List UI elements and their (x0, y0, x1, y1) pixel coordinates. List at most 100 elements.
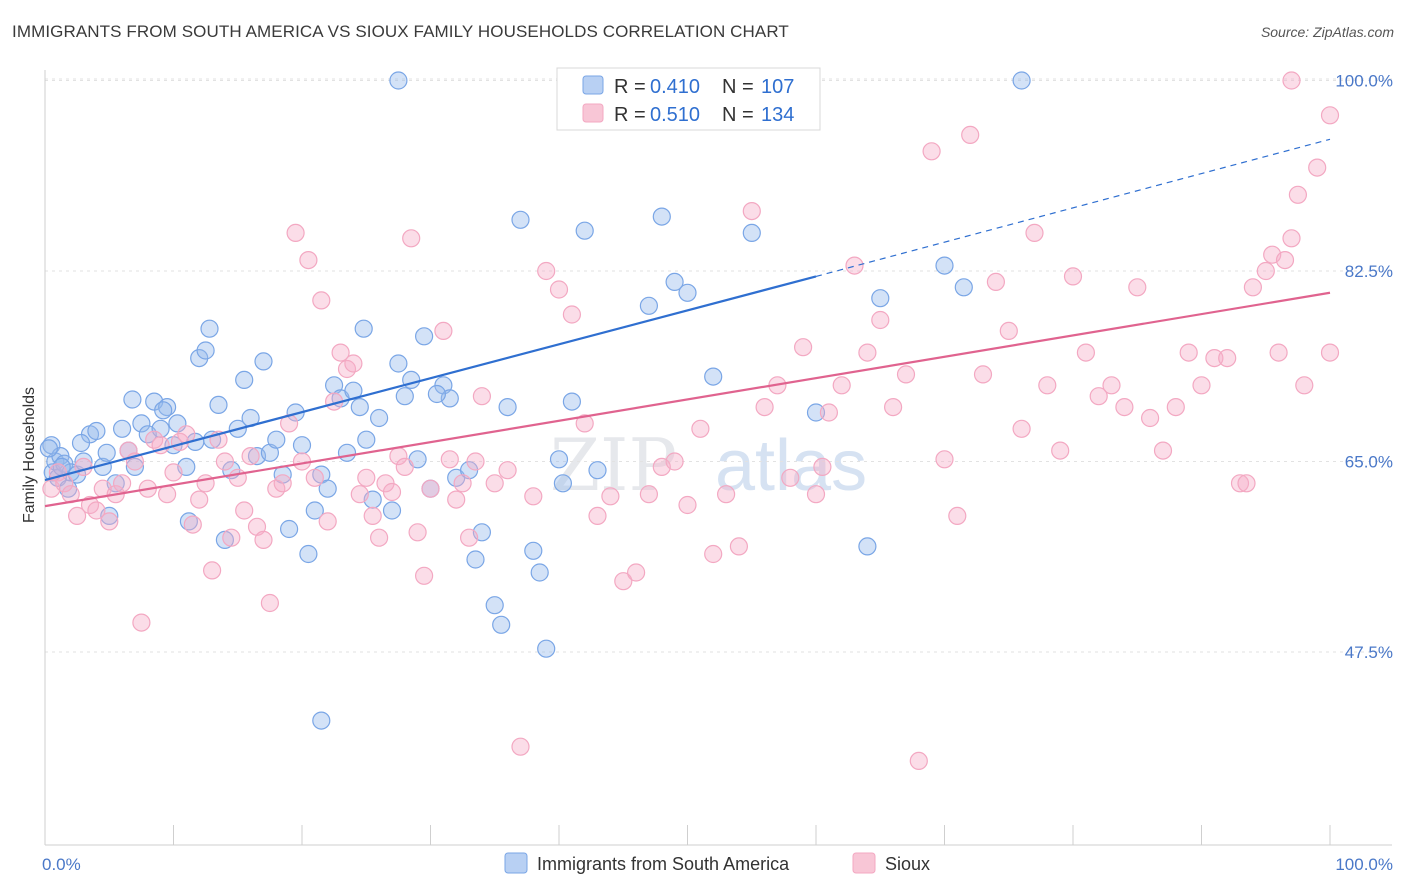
point-sioux (614, 572, 633, 591)
point-south-america (553, 474, 573, 493)
point-south-america (511, 210, 530, 229)
point-sioux (395, 457, 414, 476)
point-sioux (1140, 408, 1160, 428)
x-tick-label-max: 100.0% (1335, 855, 1393, 874)
point-south-america (267, 430, 286, 449)
point-sioux (363, 506, 382, 526)
point-sioux (871, 310, 890, 330)
point-south-america (97, 443, 116, 462)
point-sioux (228, 468, 247, 487)
watermark-zip: ZIP (550, 423, 677, 507)
point-south-america (485, 596, 504, 615)
point-south-america (1012, 71, 1031, 90)
trend-lines (44, 138, 1331, 508)
point-sioux (190, 490, 209, 509)
stats-n-label-2: N = (722, 104, 754, 126)
point-sioux (537, 261, 556, 281)
point-sioux (408, 523, 427, 542)
stats-n-label-1: N = (722, 76, 754, 98)
point-sioux (318, 512, 337, 531)
point-sioux (626, 563, 646, 582)
stats-r-value-1: 0.410 (650, 76, 700, 98)
point-south-america (537, 639, 556, 658)
point-south-america (588, 461, 607, 480)
point-sioux (1166, 398, 1185, 417)
point-sioux (781, 468, 800, 487)
point-sioux (742, 202, 761, 221)
point-sioux (511, 737, 530, 756)
point-sioux (370, 528, 389, 547)
point-sioux (935, 450, 954, 469)
point-sioux (1025, 223, 1044, 242)
point-sioux (215, 452, 234, 471)
point-sioux (1115, 398, 1134, 417)
point-sioux (1192, 376, 1211, 395)
point-sioux (235, 501, 254, 520)
stats-legend: R = 0.410 N = 107 R = 0.510 N = 134 (556, 67, 821, 131)
trend-line-south-america (44, 275, 817, 482)
point-sioux (858, 343, 877, 362)
point-sioux (312, 291, 331, 310)
point-south-america (125, 457, 144, 476)
y-tick-label: 82.5% (1345, 262, 1393, 281)
point-south-america (678, 283, 697, 302)
data-points (39, 71, 1340, 771)
point-south-america (492, 615, 511, 634)
point-sioux (716, 485, 736, 504)
point-south-america (427, 384, 446, 404)
point-south-america (871, 289, 890, 308)
stats-n-value-2: 134 (761, 104, 794, 126)
axes (44, 70, 1392, 846)
grid-lines (45, 78, 1392, 653)
point-sioux (164, 463, 183, 482)
point-sioux (273, 474, 292, 493)
point-sioux (331, 343, 350, 362)
legend-swatch-sioux (852, 852, 876, 874)
point-south-america (935, 256, 954, 275)
point-sioux (305, 468, 324, 487)
point-south-america (209, 395, 228, 414)
point-sioux (1275, 251, 1295, 270)
point-south-america (112, 419, 132, 438)
point-south-america (415, 327, 434, 346)
point-sioux (453, 474, 472, 493)
point-sioux (729, 537, 749, 556)
point-sioux (344, 354, 363, 373)
point-south-america (132, 414, 151, 433)
point-sioux (132, 613, 151, 632)
point-sioux (112, 474, 132, 493)
point-sioux (74, 457, 93, 476)
point-sioux (1269, 343, 1288, 362)
point-south-america (806, 403, 826, 422)
point-south-america (665, 272, 684, 291)
point-sioux (485, 474, 504, 493)
point-south-america (498, 398, 517, 417)
point-sioux (434, 321, 453, 340)
stats-r-label-2: R = (614, 104, 646, 126)
point-sioux (466, 452, 485, 471)
x-tick-label-min: 0.0% (42, 855, 81, 874)
point-south-america (260, 443, 279, 462)
point-sioux (415, 566, 434, 585)
point-sioux (357, 468, 376, 487)
point-south-america (389, 71, 408, 90)
point-sioux (793, 338, 813, 357)
point-sioux (755, 398, 774, 417)
point-sioux (806, 485, 826, 504)
point-south-america (71, 433, 91, 453)
point-sioux (813, 457, 832, 476)
point-sioux (87, 501, 106, 520)
point-sioux (382, 482, 402, 502)
series-legend: Immigrants from South America Sioux (504, 852, 930, 874)
y-tick-label: 47.5% (1345, 643, 1393, 662)
point-south-america (954, 278, 973, 297)
point-south-america (858, 537, 877, 556)
point-south-america (350, 398, 369, 417)
point-sioux (1089, 387, 1108, 406)
point-sioux (524, 487, 543, 506)
stats-swatch-blue (582, 75, 604, 95)
point-south-america (549, 450, 569, 469)
point-sioux (999, 321, 1018, 340)
point-sioux (472, 387, 491, 406)
